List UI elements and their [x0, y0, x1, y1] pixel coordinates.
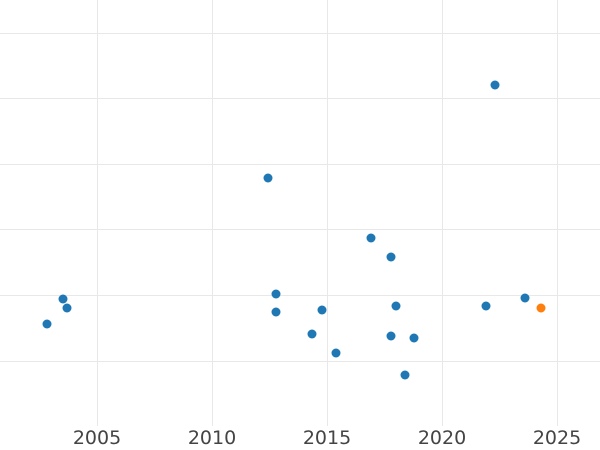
data-point [490, 80, 500, 90]
data-point [263, 173, 273, 183]
data-point [386, 252, 396, 262]
data-point [520, 293, 530, 302]
x-gridline [97, 0, 98, 426]
x-axis-tick-label: 2020 [417, 427, 467, 449]
data-point [42, 319, 51, 329]
x-gridline [557, 0, 558, 426]
data-point [58, 294, 68, 304]
y-gridline [0, 163, 600, 165]
y-gridline [0, 229, 600, 231]
x-gridline [442, 0, 443, 426]
data-point [400, 370, 410, 380]
data-point [331, 348, 341, 358]
data-point [271, 307, 281, 317]
data-point [481, 301, 491, 311]
x-axis-tick-label: 2025 [532, 427, 582, 449]
data-point [307, 329, 317, 339]
data-point [271, 289, 281, 299]
data-point-highlight [536, 303, 546, 313]
y-gridline [0, 294, 600, 296]
x-axis-tick-label: 2010 [187, 427, 237, 449]
data-point [366, 233, 376, 243]
x-gridline [212, 0, 213, 426]
y-gridline [0, 360, 600, 362]
data-point [386, 331, 396, 341]
y-gridline [0, 32, 600, 34]
y-gridline [0, 98, 600, 100]
data-point [317, 305, 327, 315]
x-gridline [327, 0, 328, 426]
data-point [62, 303, 72, 313]
x-axis-tick-label: 2005 [72, 427, 122, 449]
x-axis-tick-label: 2015 [302, 427, 352, 449]
data-point [409, 333, 419, 343]
data-point [391, 301, 401, 311]
